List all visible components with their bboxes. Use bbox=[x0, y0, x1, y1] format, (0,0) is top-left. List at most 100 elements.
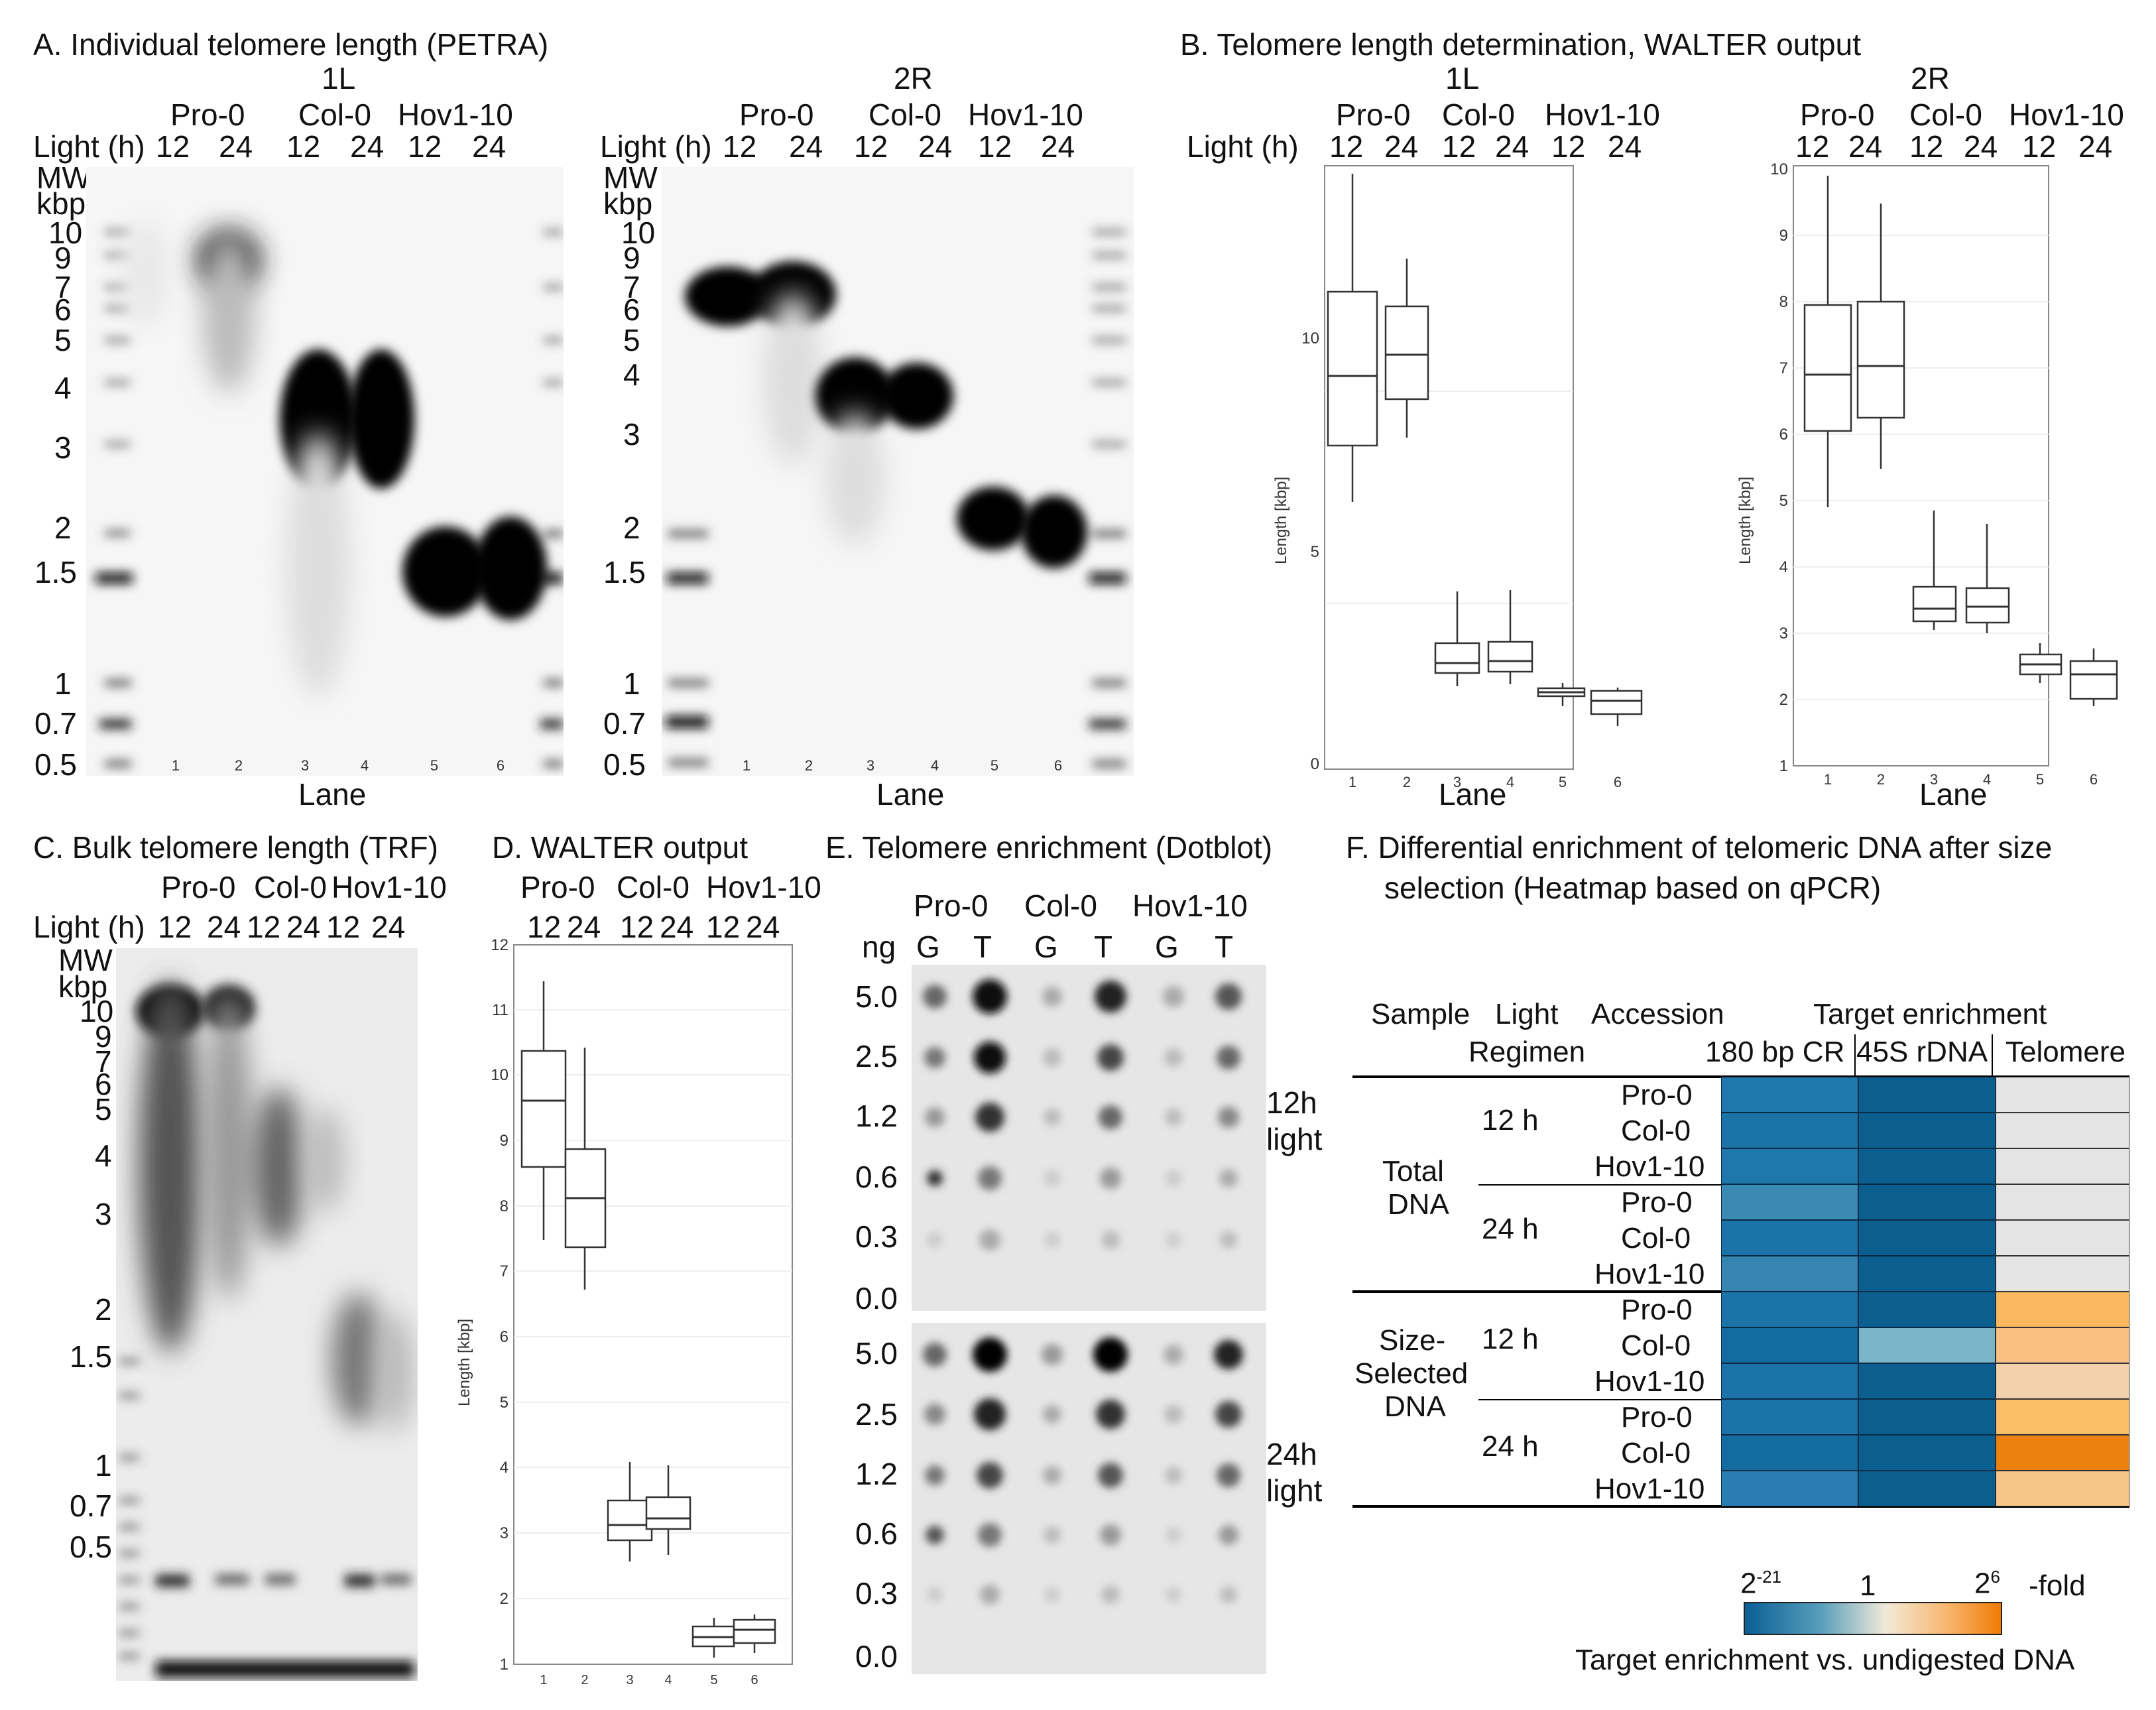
heatmap-cell bbox=[1858, 1435, 1996, 1471]
heatmap-grid bbox=[1721, 1077, 2129, 1506]
light-value: 24 bbox=[567, 910, 601, 944]
lane-number: 1 bbox=[172, 757, 180, 774]
chrom-label: 1L bbox=[322, 61, 356, 95]
light-label: Light (h) bbox=[33, 129, 145, 164]
mw-label: MW bbox=[603, 160, 658, 195]
scale-high-label: 26 bbox=[1974, 1567, 2000, 1600]
light-value: 24 bbox=[472, 129, 507, 164]
lane-tick: 6 bbox=[750, 1673, 758, 1687]
heatmap-cell bbox=[1858, 1292, 1996, 1327]
dot-col-label: G bbox=[916, 930, 940, 964]
header-sample: Sample bbox=[1371, 998, 1470, 1030]
mw-marker: 1.5 bbox=[34, 555, 77, 589]
header-col-telomere: Telomere bbox=[2006, 1036, 2126, 1068]
mw-marker: 5 bbox=[54, 323, 72, 357]
lane-tick: 5 bbox=[710, 1673, 717, 1687]
accession-label: Col-0 bbox=[868, 97, 941, 132]
accession-row: Hov1-10 bbox=[1594, 1365, 1705, 1398]
mw-marker: 6 bbox=[95, 1067, 112, 1101]
panel-a-title: A. Individual telomere length (PETRA) bbox=[33, 27, 549, 62]
mw-marker: 0.7 bbox=[34, 706, 77, 741]
y-tick: 0 bbox=[1311, 755, 1319, 773]
lane-number: 3 bbox=[867, 757, 874, 774]
amount-label: 0.6 bbox=[855, 1160, 898, 1194]
y-tick: 8 bbox=[1779, 293, 1788, 311]
lane-tick: 4 bbox=[1983, 771, 1991, 788]
heatmap-cell bbox=[1996, 1363, 2129, 1399]
accession-row: Hov1-10 bbox=[1594, 1258, 1705, 1290]
light-value: 12 bbox=[1909, 129, 1944, 164]
accession-label: Pro-0 bbox=[1336, 97, 1411, 132]
light-label: 24 h bbox=[1482, 1430, 1539, 1463]
accession-label: Col-0 bbox=[1909, 97, 1982, 132]
heatmap-cell bbox=[1996, 1292, 2129, 1327]
lane-number: 2 bbox=[235, 757, 243, 774]
lane-tick: 5 bbox=[2036, 771, 2044, 788]
mw-marker: 2 bbox=[54, 511, 72, 545]
heatmap-cell bbox=[1858, 1077, 1996, 1113]
accession-row: Col-0 bbox=[1621, 1115, 1691, 1147]
heatmap-cell bbox=[1721, 1077, 1858, 1113]
accession-row: Col-0 bbox=[1621, 1437, 1691, 1469]
dot-col-label: G bbox=[1155, 930, 1179, 964]
lane-tick: 6 bbox=[2090, 771, 2098, 788]
heatmap-cell bbox=[1996, 1113, 2129, 1148]
mw-marker: 1.5 bbox=[70, 1339, 112, 1374]
accession-label: Pro-0 bbox=[739, 97, 814, 132]
heatmap-cell bbox=[1996, 1471, 2129, 1506]
light-value: 24 bbox=[1041, 129, 1075, 164]
lane-number: 1 bbox=[743, 757, 750, 774]
accession-row: Col-0 bbox=[1621, 1222, 1691, 1254]
amount-label: 0.3 bbox=[855, 1219, 898, 1254]
light-value: 24 bbox=[286, 910, 321, 944]
accession-row: Pro-0 bbox=[1621, 1294, 1693, 1326]
mw-marker: 9 bbox=[95, 1019, 112, 1054]
trf-gel-image bbox=[116, 948, 418, 1681]
accession-label: Hov1-10 bbox=[1545, 97, 1660, 132]
mw-marker: 9 bbox=[54, 241, 72, 275]
light-value: 24 bbox=[1384, 129, 1419, 164]
mw-marker: 6 bbox=[54, 292, 72, 327]
light-value: 12 bbox=[1795, 129, 1830, 164]
ng-label: ng bbox=[862, 930, 896, 964]
lane-tick: 3 bbox=[1930, 771, 1938, 788]
lane-tick: 1 bbox=[1824, 771, 1832, 788]
block-label: light bbox=[1266, 1122, 1323, 1156]
light-value: 24 bbox=[1495, 129, 1529, 164]
amount-label: 0.6 bbox=[855, 1516, 898, 1551]
accession-label: Col-0 bbox=[1442, 97, 1515, 132]
chrom-label: 1L bbox=[1445, 61, 1480, 95]
panel-f-title-line2: selection (Heatmap based on qPCR) bbox=[1384, 871, 1882, 905]
y-tick: 4 bbox=[500, 1459, 509, 1477]
mw-marker: 1 bbox=[95, 1448, 112, 1483]
mw-label: MW bbox=[36, 160, 91, 195]
light-value: 12 bbox=[1551, 129, 1586, 164]
lane-tick: 2 bbox=[1403, 774, 1411, 790]
light-value: 12 bbox=[527, 910, 562, 944]
light-value: 24 bbox=[2078, 129, 2113, 164]
lane-axis-label: Lane bbox=[876, 777, 945, 812]
y-tick: 3 bbox=[500, 1524, 509, 1542]
lane-tick: 3 bbox=[1453, 774, 1461, 790]
x-axis-label: Lane bbox=[1439, 777, 1507, 812]
heatmap-cell bbox=[1996, 1220, 2129, 1256]
mw-marker: 0.7 bbox=[70, 1489, 112, 1523]
panel-f-title: F. Differential enrichment of telomeric … bbox=[1346, 830, 2053, 865]
y-axis-label: Length [kbp] bbox=[455, 1319, 473, 1406]
y-tick: 5 bbox=[1311, 543, 1319, 561]
header-col-cr: 180 bp CR bbox=[1705, 1036, 1845, 1068]
heatmap-cell bbox=[1858, 1471, 1996, 1506]
heatmap-cell bbox=[1996, 1327, 2129, 1363]
accession-row: Hov1-10 bbox=[1594, 1473, 1705, 1505]
y-tick: 9 bbox=[1779, 227, 1788, 245]
trf-ladder bbox=[119, 1359, 139, 1658]
accession-label: Col-0 bbox=[617, 870, 689, 904]
accession-row: Pro-0 bbox=[1621, 1401, 1693, 1434]
accession-label: Pro-0 bbox=[914, 888, 988, 923]
dot-col-label: T bbox=[1215, 930, 1234, 964]
kbp-label: kbp bbox=[603, 186, 653, 221]
y-tick: 5 bbox=[500, 1394, 509, 1412]
amount-label: 2.5 bbox=[855, 1039, 898, 1073]
heatmap-cell bbox=[1858, 1113, 1996, 1148]
light-value: 12 bbox=[854, 129, 888, 164]
